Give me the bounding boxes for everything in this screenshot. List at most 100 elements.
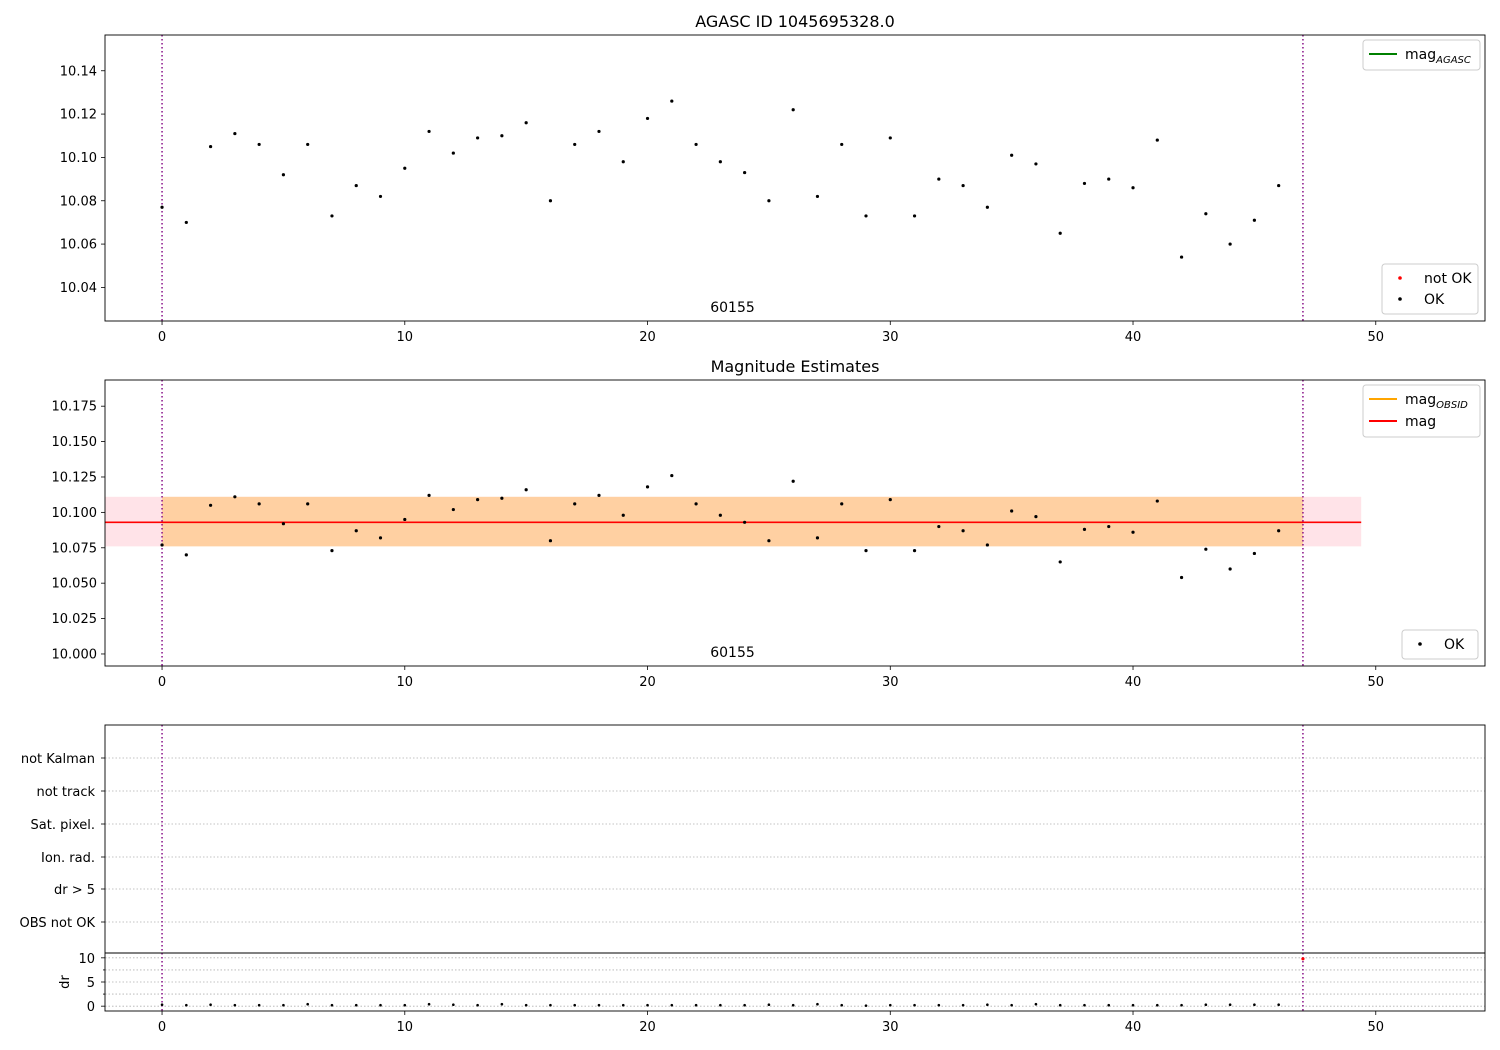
data-point (694, 142, 698, 147)
dr-point (888, 1003, 892, 1007)
dr-point (913, 1003, 916, 1007)
flag-category-label: not track (36, 785, 95, 800)
data-point (208, 144, 213, 149)
dr-axis-label: dr (58, 975, 73, 989)
y-tick-label: 10.050 (52, 577, 98, 592)
data-point (937, 177, 941, 181)
x-tick-label: 10 (397, 675, 414, 690)
data-point (1228, 242, 1232, 246)
data-point (670, 99, 674, 103)
x-tick-label: 30 (882, 330, 899, 345)
data-point (1058, 231, 1062, 235)
data-point (184, 553, 188, 557)
x-tick-label: 30 (882, 1020, 899, 1035)
axes-frame (104, 379, 1486, 667)
x-tick-label: 20 (639, 1020, 656, 1035)
data-point (330, 214, 334, 218)
flag-category-label: Ion. rad. (41, 851, 95, 866)
y-tick-label: 10.12 (60, 108, 97, 123)
x-tick-label: 50 (1367, 1020, 1384, 1035)
y-tick-label: 10.10 (60, 151, 97, 166)
dr-point (937, 1003, 941, 1007)
data-point (1058, 560, 1062, 564)
data-point (743, 520, 747, 524)
data-point (451, 507, 455, 512)
dr-point (646, 1003, 649, 1007)
data-point (1107, 177, 1111, 181)
data-point (548, 539, 553, 543)
data-point (985, 205, 989, 209)
data-point (451, 151, 455, 155)
data-point (281, 173, 286, 177)
data-point (621, 513, 625, 517)
dr-point (573, 1003, 577, 1007)
data-point (840, 502, 844, 506)
y-tick-label: 10.08 (60, 194, 97, 209)
data-point (378, 194, 383, 199)
x-tick-label: 0 (158, 330, 166, 345)
data-point (330, 549, 334, 553)
data-point (184, 220, 188, 225)
obsid-label: 60155 (710, 300, 755, 316)
data-point (1082, 527, 1087, 531)
dr-point (1253, 1003, 1256, 1007)
data-point (645, 116, 650, 121)
data-point (1034, 162, 1038, 166)
dr-point (524, 1003, 528, 1007)
dr-point (986, 1003, 989, 1007)
dr-point (719, 1003, 722, 1007)
data-point (621, 160, 625, 164)
dr-point (282, 1003, 285, 1007)
data-point (160, 543, 164, 547)
x-tick-label: 20 (639, 330, 656, 345)
data-point (403, 517, 407, 522)
legend-label-main: mag (1405, 392, 1436, 408)
data-point (1034, 515, 1038, 519)
data-point (1010, 509, 1014, 513)
legend-label-subscript: OBSID (1436, 400, 1468, 411)
legend-label-main: mag (1405, 47, 1436, 63)
data-point (233, 131, 237, 136)
legend-label-subscript: AGASC (1435, 55, 1471, 66)
data-point (573, 142, 577, 147)
dr-point (1107, 1003, 1111, 1007)
y-tick-label: 10.000 (52, 647, 98, 662)
dr-point (160, 1003, 164, 1007)
data-point (1155, 138, 1159, 142)
dr-point (427, 1002, 431, 1006)
axes-frame (104, 724, 1486, 1012)
dr-point (1034, 1002, 1038, 1006)
dr-point (840, 1003, 844, 1007)
data-point (160, 205, 164, 209)
dr-point (816, 1002, 819, 1006)
data-point (1082, 181, 1087, 186)
legend-point-swatch (1398, 297, 1402, 301)
data-point (791, 479, 795, 483)
y-tick-label: 10.150 (52, 435, 98, 450)
x-tick-label: 50 (1367, 675, 1384, 690)
data-point (815, 536, 820, 540)
agasc-panel: 10.04 10.06 10.08 10.10 10.12 10.14 0 10 20 30 40 5… (60, 12, 1486, 345)
y-tick-label: 10.14 (60, 64, 97, 79)
dr-point (767, 1003, 771, 1007)
data-point (1179, 255, 1184, 259)
data-point (257, 142, 261, 147)
flags-panel: not Kalman not track Sat. pixel. Ion. rad. d… (20, 724, 1486, 1035)
legend-label: magOBSID (1405, 392, 1468, 411)
data-point (354, 183, 358, 188)
dr-point (1155, 1003, 1159, 1007)
x-tick-label: 40 (1125, 675, 1142, 690)
dr-point (209, 1003, 212, 1007)
dr-point (597, 1003, 601, 1007)
magnitude-estimates-panel: 10.000 10.025 10.050 10.075 10.100 10.125 10.1… (52, 357, 1486, 690)
dr-point (1010, 1003, 1013, 1007)
dr-point (1058, 1003, 1062, 1007)
y-tick-label: 10.125 (52, 470, 98, 485)
y-tick-label: 10.075 (52, 541, 98, 556)
dr-point (1131, 1003, 1135, 1007)
dr-point (864, 1004, 868, 1007)
data-point (1179, 575, 1184, 580)
data-point (500, 134, 504, 138)
data-point (840, 142, 844, 147)
legend-label: OK (1424, 292, 1445, 308)
